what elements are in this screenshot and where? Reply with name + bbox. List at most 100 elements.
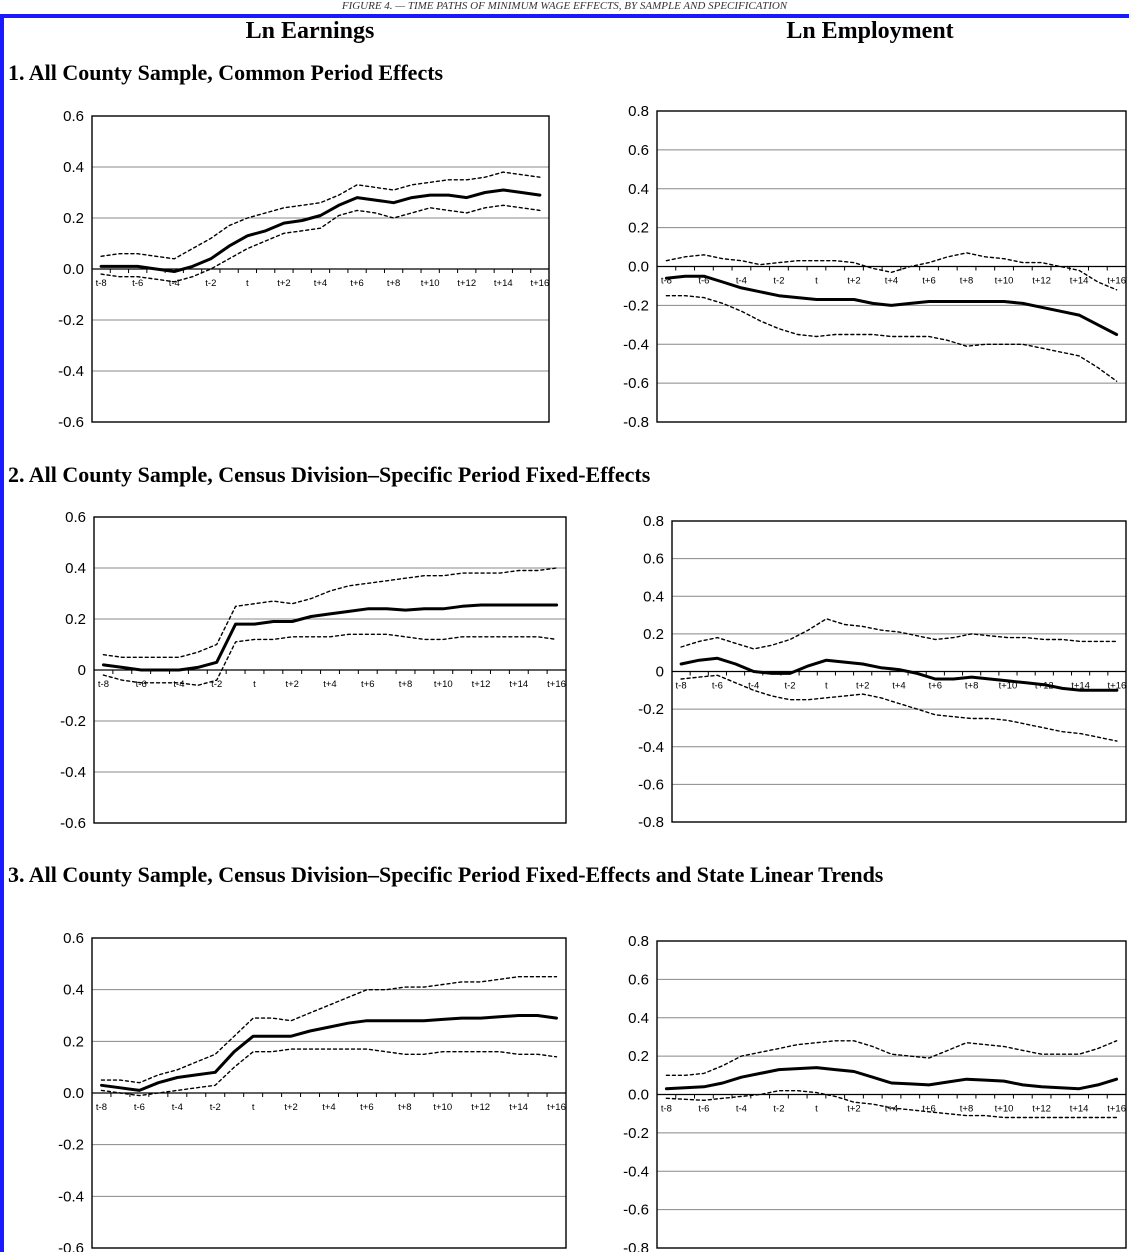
x-tick-label: t+8 [399, 679, 412, 690]
upper-bound-line [665, 252, 1118, 291]
y-tick-label: -0.8 [623, 414, 649, 431]
y-tick-label: -0.4 [623, 1163, 649, 1180]
y-tick-label: 0.0 [63, 1085, 84, 1102]
x-tick-label: t+16 [1107, 1104, 1126, 1115]
x-tick-label: t+10 [999, 681, 1018, 692]
x-tick-label: t+6 [922, 1104, 935, 1115]
x-tick-label: t+2 [847, 276, 860, 287]
x-tick-label: t+14 [509, 679, 528, 690]
upper-bound-line [100, 976, 558, 1084]
x-tick-label: t+14 [1071, 681, 1090, 692]
x-tick-label: t+14 [1070, 276, 1089, 287]
chart-employment-common-period: 0.8 0.6 0.4 0.2 0.0 -0.2 -0.4 -0.6 -0.8 t-8 t-6 t-4… [623, 103, 1127, 431]
upper-bound-line [665, 1040, 1118, 1077]
x-tick-label: t+8 [965, 681, 978, 692]
y-tick-label: 0 [656, 664, 664, 681]
estimate-line [679, 656, 1119, 692]
y-tick-label: 0.8 [628, 933, 649, 950]
y-tick-label: -0.4 [58, 1188, 84, 1205]
x-tick-label: t+6 [350, 278, 363, 289]
frame-left-border [0, 14, 4, 1252]
x-tick-label: t+2 [284, 1102, 297, 1113]
section-heading-2: 2. All County Sample, Census Division–Sp… [8, 462, 651, 487]
x-tick-label: t+6 [922, 276, 935, 287]
y-tick-label: 0.4 [65, 560, 86, 577]
x-tick-label: t+2 [856, 681, 869, 692]
x-tick-label: t+14 [1070, 1104, 1089, 1115]
x-tick-label: t [815, 276, 818, 287]
x-tick-label: t+12 [472, 679, 491, 690]
lower-bound-line [100, 204, 541, 283]
x-tick-label: t+8 [960, 1104, 973, 1115]
y-tick-label: 0.4 [63, 982, 84, 999]
x-tick-label: t+8 [398, 1102, 411, 1113]
y-tick-label: -0.2 [623, 297, 649, 314]
y-tick-label: 0 [78, 662, 86, 679]
upper-bound-line [100, 171, 541, 260]
x-tick-label: t [253, 679, 256, 690]
x-tick-label: t-4 [736, 276, 747, 287]
x-tick-label: t-4 [173, 679, 184, 690]
x-tick-label: t+4 [885, 1104, 898, 1115]
y-tick-label: 0.2 [63, 1033, 84, 1050]
x-tick-label: t+6 [360, 1102, 373, 1113]
y-tick-label: 0.4 [643, 588, 664, 605]
lower-bound-line [680, 674, 1118, 742]
estimate-line [99, 188, 542, 273]
chart-earnings-division-fe-state-trends: 0.6 0.4 0.2 0.0 -0.2 -0.4 -0.6 t-8 t-6 t-4 t-2 t t+2… [58, 930, 567, 1252]
y-tick-label: 0.6 [643, 551, 664, 568]
x-tick-label: t+4 [885, 276, 898, 287]
x-tick-label: t+16 [547, 1102, 566, 1113]
x-tick-label: t+4 [314, 278, 327, 289]
x-tick-label: t-2 [773, 276, 784, 287]
y-tick-label: -0.8 [638, 814, 664, 831]
y-tick-label: 0.0 [63, 261, 84, 278]
x-tick-label: t-6 [132, 278, 143, 289]
y-tick-label: 0.6 [65, 509, 86, 526]
x-tick-label: t-4 [169, 278, 180, 289]
frame-top-border [0, 14, 1129, 18]
x-tick-label: t-2 [211, 679, 222, 690]
x-tick-label: t-6 [712, 681, 723, 692]
x-tick-label: t+6 [929, 681, 942, 692]
y-tick-label: -0.6 [60, 815, 86, 832]
y-tick-label: -0.4 [58, 363, 84, 380]
column-heading-employment: Ln Employment [786, 18, 954, 44]
section-heading-3: 3. All County Sample, Census Division–Sp… [8, 862, 884, 887]
x-tick-label: t+12 [1032, 1104, 1051, 1115]
y-tick-label: -0.4 [638, 739, 664, 756]
x-tick-label: t+4 [322, 1102, 335, 1113]
y-tick-label: 0.2 [628, 1048, 649, 1065]
lower-bound-line [665, 294, 1118, 382]
y-tick-label: -0.6 [58, 414, 84, 431]
x-tick-label: t-8 [661, 1104, 672, 1115]
x-tick-label: t-6 [134, 1102, 145, 1113]
y-tick-label: 0.4 [628, 1010, 649, 1027]
x-tick-label: t+10 [421, 278, 440, 289]
x-tick-label: t-8 [96, 278, 107, 289]
x-tick-label: t-8 [661, 276, 672, 287]
x-tick-label: t+2 [847, 1104, 860, 1115]
upper-bound-line [102, 567, 558, 659]
x-tick-label: t [815, 1104, 818, 1115]
x-tick-label: t [825, 681, 828, 692]
upper-bound-line [680, 618, 1118, 650]
y-tick-label: -0.2 [58, 312, 84, 329]
chart-employment-division-fe: 0.8 0.6 0.4 0.2 0 -0.2 -0.4 -0.6 -0.8 t-8 t-6 t-4 t-… [638, 513, 1127, 831]
x-tick-label: t-8 [676, 681, 687, 692]
x-tick-label: t+10 [433, 1102, 452, 1113]
x-tick-label: t+10 [434, 679, 453, 690]
x-tick-label: t+10 [995, 276, 1014, 287]
y-tick-label: 0.2 [63, 210, 84, 227]
x-tick-label: t+12 [457, 278, 476, 289]
x-tick-label: t+10 [995, 1104, 1014, 1115]
x-tick-label: t+12 [1032, 276, 1051, 287]
x-tick-label: t+2 [285, 679, 298, 690]
y-tick-label: 0.8 [643, 513, 664, 530]
y-tick-label: 0.8 [628, 103, 649, 120]
y-tick-label: 0.2 [65, 611, 86, 628]
lower-bound-line [100, 1048, 558, 1097]
x-tick-label: t+16 [547, 679, 566, 690]
y-tick-label: 0.2 [628, 220, 649, 237]
